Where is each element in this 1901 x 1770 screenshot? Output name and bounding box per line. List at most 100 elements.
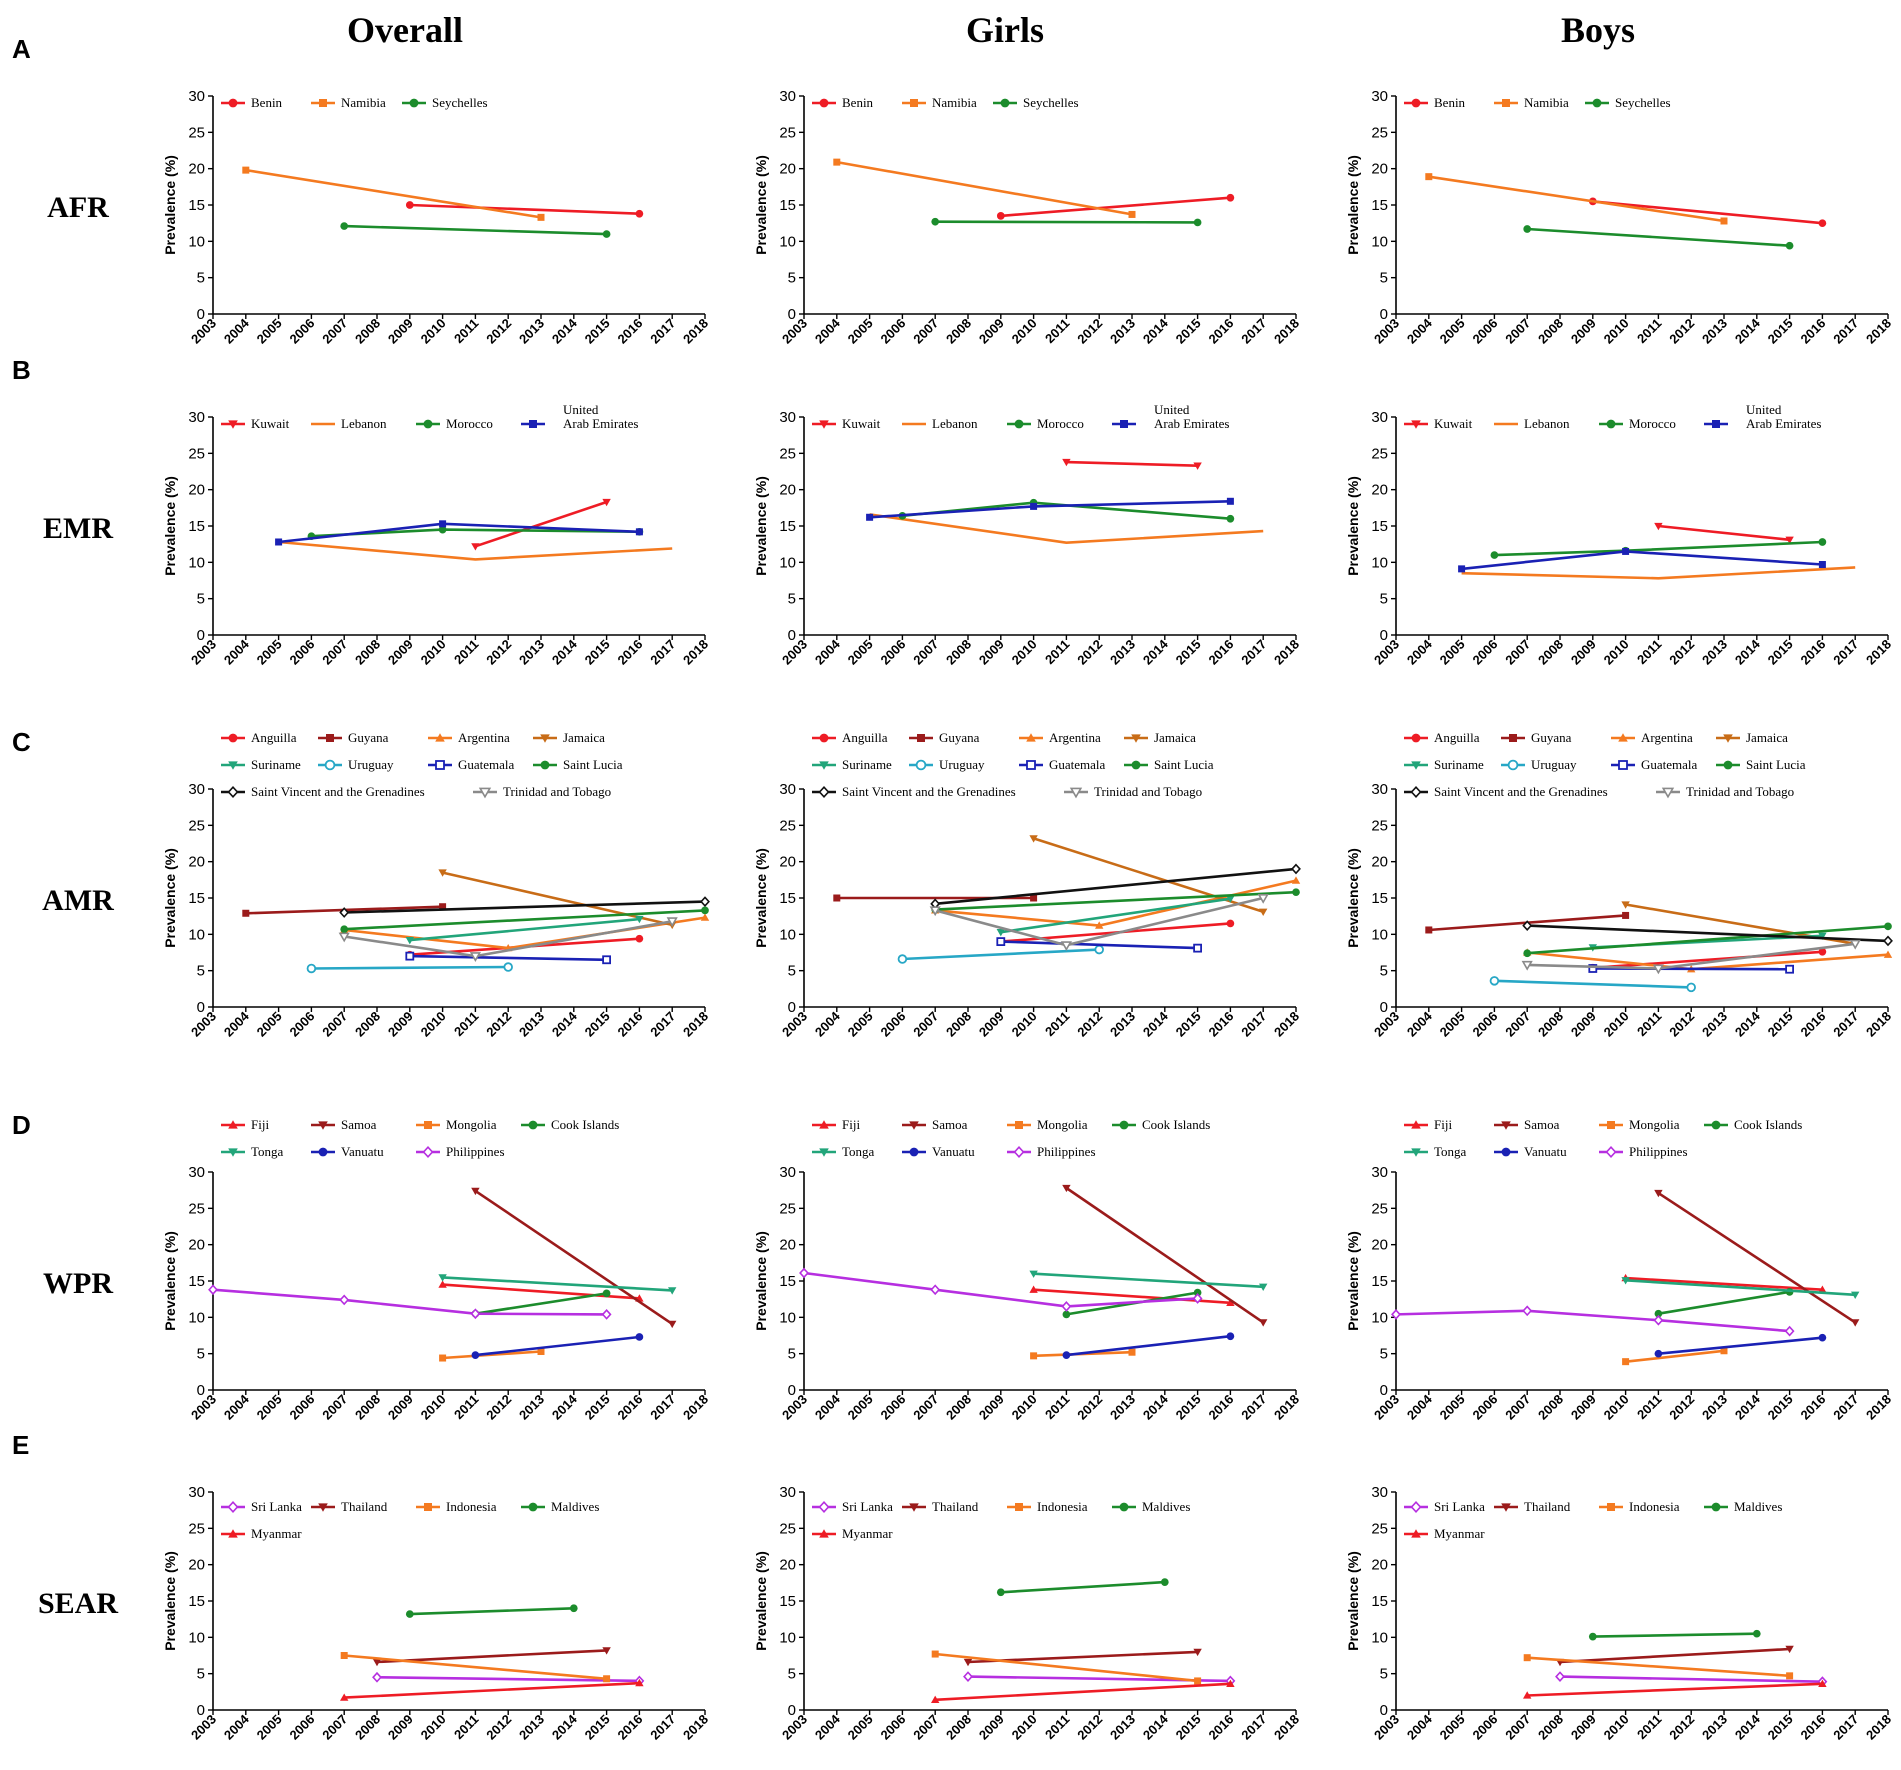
data-point [635, 934, 644, 943]
legend-item: Mongolia [1007, 1117, 1088, 1132]
legend-item: Indonesia [1007, 1499, 1088, 1514]
legend-label: Indonesia [1037, 1499, 1088, 1514]
x-tick-label: 2007 [1502, 1392, 1533, 1423]
series-line [803, 1271, 1198, 1308]
legend-item: Indonesia [1599, 1499, 1680, 1514]
series-line [344, 224, 607, 236]
y-tick-label: 20 [779, 482, 796, 499]
data-point [929, 906, 941, 917]
data-point [1622, 1358, 1630, 1366]
legend-label: Anguilla [1434, 730, 1480, 745]
x-tick-label: 2010 [1009, 316, 1040, 347]
legend-swatch-marker [1411, 1120, 1421, 1129]
legend-label: Kuwait [842, 416, 881, 431]
x-tick-label: 2012 [1074, 1009, 1105, 1040]
data-point [339, 907, 350, 918]
x-tick-label: 2005 [1437, 316, 1468, 347]
x-tick-label: 2008 [352, 1392, 383, 1423]
data-point [1425, 173, 1433, 181]
series-united-arab-emirates [275, 520, 643, 546]
x-tick-label: 2014 [549, 1711, 581, 1743]
x-tick-label: 2010 [418, 1392, 449, 1423]
x-tick-label: 2003 [779, 1712, 810, 1743]
data-point [1785, 536, 1794, 545]
y-tick-label: 25 [1371, 1520, 1388, 1537]
x-tick-label: 2007 [319, 1392, 350, 1423]
series-vanuatu [1654, 1333, 1827, 1358]
series-line [1592, 200, 1823, 225]
x-tick-label: 2018 [1863, 1712, 1894, 1743]
y-tick-label: 5 [197, 1666, 205, 1683]
x-tick-label: 2015 [1173, 1009, 1204, 1040]
legend-item: Suriname [221, 757, 301, 772]
x-tick-label: 2016 [1205, 637, 1236, 668]
series-indonesia [931, 1650, 1202, 1685]
x-tick-label: 2008 [943, 1009, 974, 1040]
y-tick-label: 25 [779, 1520, 796, 1537]
series-line [376, 1676, 640, 1683]
panel-letter: B [12, 355, 31, 385]
x-tick-label: 2004 [1404, 1391, 1436, 1423]
legend-swatch-marker [1509, 734, 1517, 742]
data-point [470, 1308, 481, 1320]
x-tick-label: 2013 [516, 1009, 547, 1040]
y-tick-label: 5 [197, 270, 205, 287]
x-tick-label: 2007 [910, 1712, 941, 1743]
legend-label: Lebanon [932, 416, 978, 431]
x-tick-label: 2018 [1863, 1009, 1894, 1040]
legend-label: Fiji [251, 1117, 269, 1132]
x-tick-label: 2006 [286, 316, 317, 347]
legend: Fiji Samoa Mongolia Cook Islands Tonga Vanuat… [221, 1117, 619, 1159]
y-tick-label: 0 [788, 306, 796, 323]
series-tonga [438, 1274, 677, 1295]
data-point [1621, 901, 1630, 909]
data-point [275, 538, 283, 546]
x-tick-label: 2015 [1765, 1712, 1796, 1743]
series-line [1625, 1279, 1856, 1297]
x-tick-label: 2009 [1568, 637, 1599, 668]
legend-swatch-marker [915, 759, 927, 771]
x-tick-label: 2009 [1568, 1009, 1599, 1040]
data-point [405, 1610, 414, 1618]
series-tonga [1621, 1277, 1860, 1300]
panel-letter: A [12, 34, 31, 64]
data-point [438, 1274, 447, 1282]
y-tick-label: 15 [779, 197, 796, 214]
x-tick-label: 2017 [647, 316, 678, 347]
y-tick-label: 10 [779, 926, 796, 943]
x-tick-label: 2017 [1830, 316, 1861, 347]
y-tick-label: 10 [188, 554, 205, 571]
x-tick-label: 2003 [188, 637, 219, 668]
x-tick-label: 2006 [1469, 316, 1500, 347]
data-point [1851, 1291, 1860, 1300]
legend-swatch-marker [1411, 420, 1421, 429]
legend-label: Suriname [251, 757, 301, 772]
data-point [602, 955, 611, 965]
legend-item: Benin [812, 95, 874, 110]
series-sri-lanka [963, 1671, 1236, 1687]
legend-swatch-marker [1119, 1502, 1129, 1512]
legend-label: Guatemala [1049, 757, 1106, 772]
x-tick-label: 2003 [188, 1712, 219, 1743]
x-tick-label: 2014 [1140, 1711, 1172, 1743]
x-tick-label: 2005 [254, 1009, 285, 1040]
legend-label: Thailand [1524, 1499, 1571, 1514]
series-kuwait [471, 498, 611, 551]
x-tick-label: 2011 [451, 1392, 482, 1423]
series-morocco [1490, 538, 1827, 559]
data-point [1523, 225, 1532, 233]
x-tick-label: 2005 [254, 1712, 285, 1743]
legend-swatch-marker [318, 1147, 328, 1157]
x-tick-label: 2016 [614, 1712, 645, 1743]
y-tick-label: 0 [788, 627, 796, 644]
series-line [245, 168, 542, 219]
legend-label: Uruguay [348, 757, 394, 772]
data-point [1193, 1648, 1202, 1657]
legend-swatch-marker [818, 1501, 830, 1513]
x-tick-label: 2014 [549, 636, 581, 668]
y-axis-label: Prevalence (%) [162, 848, 178, 948]
legend-item: Tonga [812, 1144, 875, 1159]
legend-swatch-marker [424, 1503, 432, 1511]
legend-swatch-marker [424, 1121, 432, 1129]
